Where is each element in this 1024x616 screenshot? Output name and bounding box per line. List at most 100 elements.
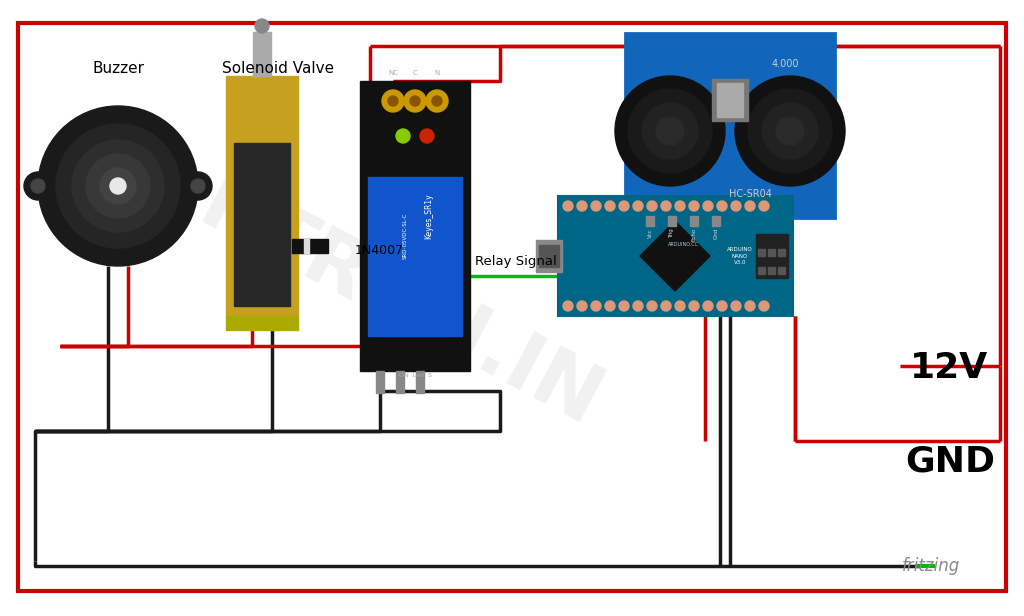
Text: ARDUINO.CC: ARDUINO.CC xyxy=(668,241,698,246)
Circle shape xyxy=(86,154,150,218)
Text: ON  Led  S: ON Led S xyxy=(398,373,431,378)
Text: Gnd: Gnd xyxy=(714,228,719,239)
Bar xyxy=(712,216,720,226)
Circle shape xyxy=(759,301,769,311)
Circle shape xyxy=(675,201,685,211)
Circle shape xyxy=(420,129,434,143)
Text: Vcc: Vcc xyxy=(647,228,652,238)
Bar xyxy=(646,216,654,226)
Text: Echo: Echo xyxy=(691,228,696,241)
Circle shape xyxy=(100,168,136,204)
Bar xyxy=(396,371,404,393)
Circle shape xyxy=(748,89,831,173)
Circle shape xyxy=(605,301,615,311)
Bar xyxy=(756,234,788,278)
Circle shape xyxy=(591,301,601,311)
Circle shape xyxy=(662,301,671,311)
Circle shape xyxy=(388,96,398,106)
Bar xyxy=(625,33,835,218)
Text: Trig: Trig xyxy=(670,228,675,238)
Bar xyxy=(690,216,698,226)
Circle shape xyxy=(615,76,725,186)
Bar xyxy=(226,76,298,316)
Circle shape xyxy=(731,301,741,311)
Circle shape xyxy=(563,201,573,211)
Text: 4.000: 4.000 xyxy=(771,59,799,69)
Circle shape xyxy=(404,90,426,112)
Circle shape xyxy=(735,76,845,186)
Circle shape xyxy=(382,90,404,112)
Circle shape xyxy=(745,201,755,211)
Circle shape xyxy=(762,103,818,159)
Circle shape xyxy=(72,140,164,232)
Circle shape xyxy=(591,201,601,211)
Bar xyxy=(768,267,775,274)
Text: Keyes_SR1y: Keyes_SR1y xyxy=(425,193,433,239)
Circle shape xyxy=(628,89,712,173)
Text: GND: GND xyxy=(905,444,995,478)
Text: C: C xyxy=(413,70,418,76)
Circle shape xyxy=(191,179,205,193)
Bar xyxy=(292,239,328,253)
Circle shape xyxy=(776,117,804,145)
Circle shape xyxy=(703,301,713,311)
Bar xyxy=(234,143,290,306)
Circle shape xyxy=(717,201,727,211)
Text: fritzing: fritzing xyxy=(902,557,961,575)
Circle shape xyxy=(577,201,587,211)
Bar xyxy=(778,249,785,256)
Circle shape xyxy=(759,201,769,211)
Circle shape xyxy=(633,201,643,211)
Bar xyxy=(226,316,298,330)
Text: Solenoid Valve: Solenoid Valve xyxy=(222,61,334,76)
Text: SRD-05VDC-SL-C: SRD-05VDC-SL-C xyxy=(402,213,408,259)
Bar xyxy=(536,240,562,272)
Text: 12V: 12V xyxy=(910,351,988,385)
Bar xyxy=(758,249,765,256)
Text: NC: NC xyxy=(388,70,398,76)
Circle shape xyxy=(618,301,629,311)
Circle shape xyxy=(426,90,449,112)
Circle shape xyxy=(396,129,410,143)
Circle shape xyxy=(642,103,698,159)
Text: 1N4007: 1N4007 xyxy=(355,245,404,257)
Bar xyxy=(416,371,424,393)
Circle shape xyxy=(410,96,420,106)
Circle shape xyxy=(703,201,713,211)
Bar xyxy=(304,239,309,253)
Bar xyxy=(717,83,743,117)
Text: ARDUINO
NANO
V3.0: ARDUINO NANO V3.0 xyxy=(727,247,753,265)
Text: Buzzer: Buzzer xyxy=(92,61,144,76)
Circle shape xyxy=(731,201,741,211)
Circle shape xyxy=(656,117,684,145)
Circle shape xyxy=(110,178,126,194)
Bar xyxy=(376,371,384,393)
Circle shape xyxy=(24,172,52,200)
Bar xyxy=(253,32,271,76)
Bar xyxy=(668,216,676,226)
Circle shape xyxy=(56,124,180,248)
Circle shape xyxy=(618,201,629,211)
Bar xyxy=(360,81,470,371)
Circle shape xyxy=(745,301,755,311)
Circle shape xyxy=(563,301,573,311)
Text: HC-SR04: HC-SR04 xyxy=(728,189,771,199)
Bar xyxy=(539,245,559,267)
Circle shape xyxy=(662,201,671,211)
Circle shape xyxy=(647,301,657,311)
Circle shape xyxy=(689,301,699,311)
Bar xyxy=(768,249,775,256)
Bar xyxy=(778,267,785,274)
Bar xyxy=(758,267,765,274)
Text: Relay Signal: Relay Signal xyxy=(475,254,557,267)
Circle shape xyxy=(717,301,727,311)
Circle shape xyxy=(675,301,685,311)
Bar xyxy=(712,79,748,121)
Text: N: N xyxy=(434,70,439,76)
Circle shape xyxy=(38,106,198,266)
Circle shape xyxy=(689,201,699,211)
Circle shape xyxy=(432,96,442,106)
Text: KTRON.IN: KTRON.IN xyxy=(186,168,613,444)
Circle shape xyxy=(255,19,269,33)
Circle shape xyxy=(184,172,212,200)
